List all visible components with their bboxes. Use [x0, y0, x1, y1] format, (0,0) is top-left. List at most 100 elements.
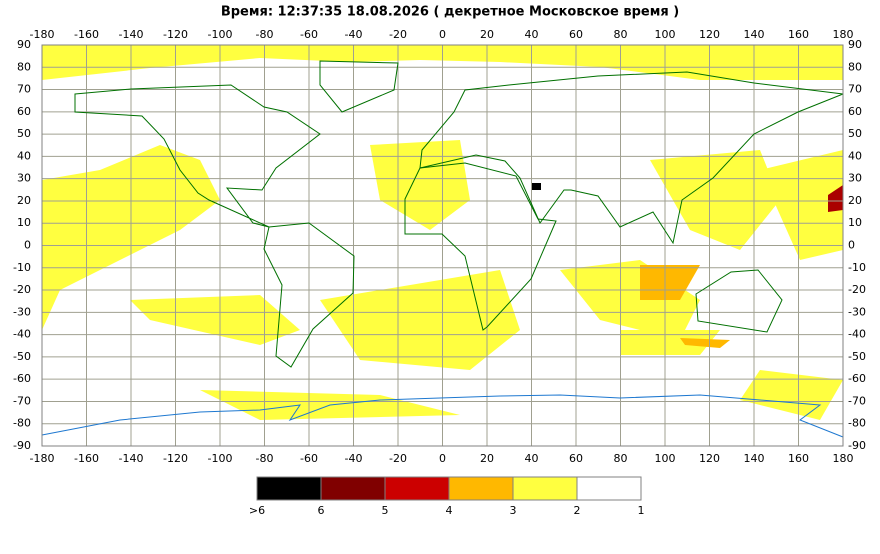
- legend-swatch: [256, 476, 322, 501]
- y-tick-label: -30: [13, 305, 31, 318]
- zone: [620, 330, 720, 355]
- x-tick-label: 60: [569, 28, 583, 41]
- zone: [640, 265, 700, 300]
- y-tick-label: 50: [848, 127, 862, 140]
- zone: [760, 150, 843, 260]
- zone: [828, 185, 843, 212]
- x-tick-label: -180: [30, 28, 55, 41]
- legend: >6 6 5 4 3 2 1: [249, 476, 645, 517]
- y-tick-label: 0: [24, 239, 31, 252]
- y-tick-label: -10: [13, 261, 31, 274]
- australia: [695, 269, 783, 333]
- x-tick-label: -20: [389, 452, 407, 465]
- africa: [404, 162, 557, 331]
- south-america: [263, 222, 355, 368]
- y-tick-label: -40: [848, 328, 866, 341]
- zone: [531, 183, 541, 190]
- y-tick-label: 90: [848, 38, 862, 51]
- y-tick-label: 40: [17, 149, 31, 162]
- north-america: [74, 84, 321, 228]
- legend-swatch: [576, 476, 642, 501]
- x-tick-label: -60: [300, 452, 318, 465]
- y-tick-label: 70: [17, 83, 31, 96]
- y-tick-label: 70: [848, 83, 862, 96]
- y-tick-label: -70: [848, 394, 866, 407]
- x-tick-label: -120: [163, 452, 188, 465]
- y-tick-label: 80: [848, 60, 862, 73]
- x-tick-label: -80: [256, 28, 274, 41]
- antarctica: [41, 394, 844, 438]
- y-tick-label: -80: [848, 417, 866, 430]
- x-tick-label: 40: [525, 28, 539, 41]
- y-tick-label: -20: [848, 283, 866, 296]
- zone: [42, 45, 843, 80]
- x-tick-label: -60: [300, 28, 318, 41]
- x-tick-label: 140: [744, 28, 765, 41]
- x-tick-label: 160: [788, 28, 809, 41]
- y-tick-label: -20: [13, 283, 31, 296]
- y-tick-label: 20: [848, 194, 862, 207]
- y-tick-label: 20: [17, 194, 31, 207]
- y-tick-label: -10: [848, 261, 866, 274]
- y-tick-label: -60: [848, 372, 866, 385]
- y-tick-label: 60: [848, 105, 862, 118]
- x-tick-label: 0: [439, 452, 446, 465]
- x-tick-label: 20: [480, 452, 494, 465]
- greenland: [319, 60, 399, 113]
- x-tick-label: 100: [655, 452, 676, 465]
- x-tick-label: 100: [655, 28, 676, 41]
- legend-label: 1: [638, 504, 645, 517]
- map-frame: [41, 44, 844, 447]
- zone: [130, 295, 300, 345]
- y-tick-label: -40: [13, 328, 31, 341]
- legend-label: >6: [249, 504, 265, 517]
- y-tick-label: 50: [17, 127, 31, 140]
- coastlines: [41, 60, 844, 438]
- y-tick-label: 10: [17, 216, 31, 229]
- y-tick-label: -50: [848, 350, 866, 363]
- x-tick-label: 80: [614, 28, 628, 41]
- y-tick-label: -80: [13, 417, 31, 430]
- y-tick-label: -70: [13, 394, 31, 407]
- legend-label: 4: [446, 504, 453, 517]
- x-tick-label: -20: [389, 28, 407, 41]
- zone: [650, 150, 780, 250]
- x-tick-label: -120: [163, 28, 188, 41]
- x-tick-label: 0: [439, 28, 446, 41]
- x-tick-label: 120: [699, 452, 720, 465]
- x-tick-label: 80: [614, 452, 628, 465]
- y-tick-label: 60: [17, 105, 31, 118]
- legend-swatch: [320, 476, 386, 501]
- y-tick-label: -90: [848, 439, 866, 452]
- y-tick-label: 40: [848, 149, 862, 162]
- x-tick-label: 180: [833, 28, 854, 41]
- x-tick-label: 160: [788, 452, 809, 465]
- legend-swatch: [384, 476, 450, 501]
- x-tick-label: 180: [833, 452, 854, 465]
- y-tick-label: 80: [17, 60, 31, 73]
- x-tick-label: 120: [699, 28, 720, 41]
- x-tick-label: 40: [525, 452, 539, 465]
- y-tick-label: 90: [17, 38, 31, 51]
- zone: [680, 338, 730, 348]
- y-tick-label: -90: [13, 439, 31, 452]
- x-tick-label: -160: [74, 452, 99, 465]
- legend-label: 6: [318, 504, 325, 517]
- legend-label: 5: [382, 504, 389, 517]
- y-tick-label: 0: [848, 239, 855, 252]
- y-tick-label: 30: [848, 172, 862, 185]
- y-tick-label: 30: [17, 172, 31, 185]
- x-tick-label: -40: [345, 28, 363, 41]
- x-tick-label: 20: [480, 28, 494, 41]
- legend-swatch: [448, 476, 514, 501]
- y-tick-label: -30: [848, 305, 866, 318]
- x-tick-label: -140: [119, 28, 144, 41]
- title: Время: 12:37:35 18.08.2026 ( декретное М…: [221, 5, 679, 20]
- x-tick-label: -100: [208, 452, 233, 465]
- x-tick-label: -40: [345, 452, 363, 465]
- legend-label: 3: [510, 504, 517, 517]
- y-tick-label: 10: [848, 216, 862, 229]
- x-tick-label: -80: [256, 452, 274, 465]
